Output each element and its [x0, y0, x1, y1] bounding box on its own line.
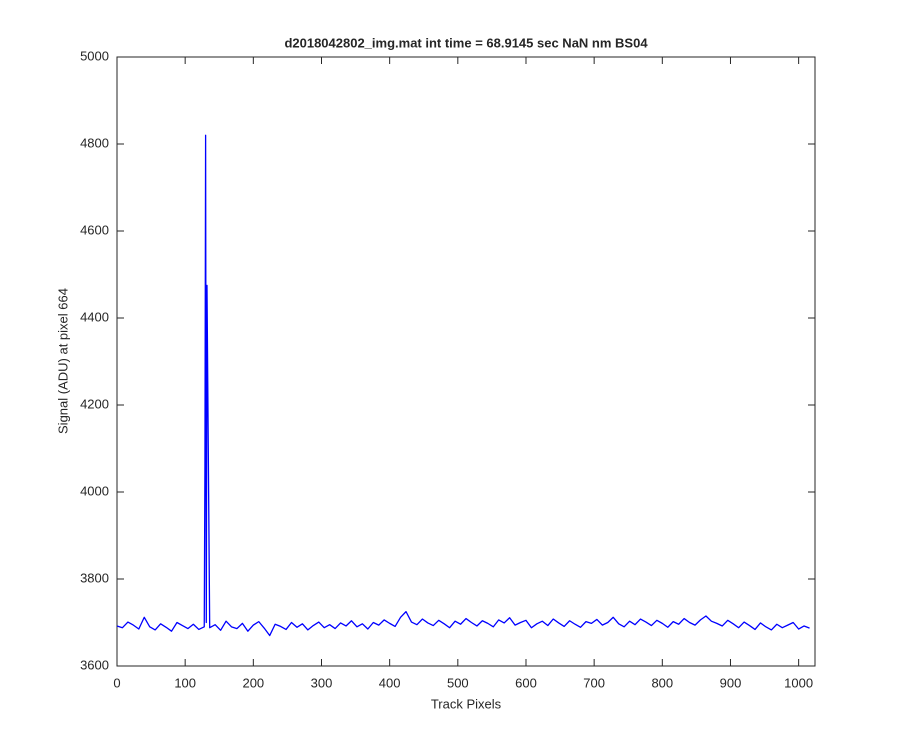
y-tick-label: 4000 [80, 483, 109, 498]
data-line [116, 134, 810, 637]
x-tick-label: 300 [311, 675, 333, 690]
y-tick-label: 4200 [80, 396, 109, 411]
x-tick-label: 0 [113, 675, 120, 690]
x-tick-label: 200 [242, 675, 264, 690]
x-tick-label: 100 [174, 675, 196, 690]
x-tick-label: 900 [720, 675, 742, 690]
x-tick-label: 1000 [784, 675, 813, 690]
x-tick-label: 700 [583, 675, 605, 690]
y-tick-label: 3800 [80, 570, 109, 585]
y-tick-label: 4400 [80, 309, 109, 324]
plot-frame [116, 56, 816, 667]
x-tick-label: 500 [447, 675, 469, 690]
y-axis-label: Signal (ADU) at pixel 664 [55, 288, 70, 434]
y-tick-label: 5000 [80, 48, 109, 63]
x-tick-label: 800 [651, 675, 673, 690]
chart-title: d2018042802_img.mat int time = 68.9145 s… [284, 35, 648, 50]
x-tick-label: 400 [379, 675, 401, 690]
y-tick-label: 4800 [80, 135, 109, 150]
y-tick-label: 4600 [80, 222, 109, 237]
x-axis-label: Track Pixels [431, 696, 502, 711]
x-tick-label: 600 [515, 675, 537, 690]
y-tick-label: 3600 [80, 657, 109, 672]
